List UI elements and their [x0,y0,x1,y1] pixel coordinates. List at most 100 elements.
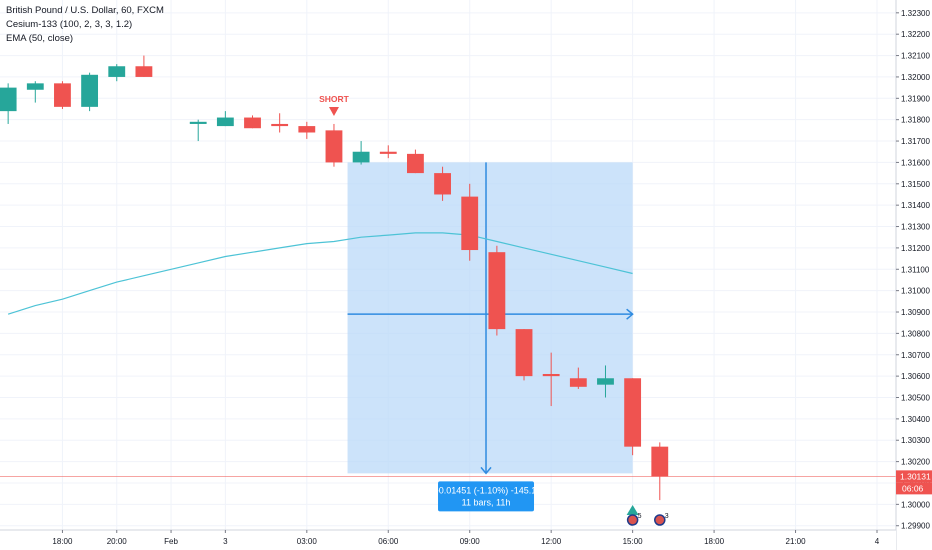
candles [0,55,669,501]
price-tick-label: 1.31500 [901,180,930,189]
event-marker-3[interactable]: 3 [654,513,669,526]
short-arrow-icon [328,106,339,116]
price-tick-label: 1.30900 [901,308,930,317]
time-tick-label: 06:00 [378,537,399,546]
candle [379,145,397,159]
candle [298,121,316,139]
candle [135,55,153,77]
price-tick-label: 1.31300 [901,223,930,232]
candle-body [434,173,451,195]
candle-body [352,151,370,163]
candle [434,166,451,201]
candle-body [189,121,207,124]
price-tick-label: 1.30300 [901,436,930,445]
last-price-badge: 1.30131 06:06 [896,470,932,495]
symbol-title: British Pound / U.S. Dollar, 60, FXCM [6,5,164,16]
price-badge-value: 1.30131 [900,471,931,481]
candle [569,367,587,389]
indicator-ema: EMA (50, close) [6,33,74,44]
price-tick-label: 1.30200 [901,458,930,467]
candle-body [624,378,642,447]
candle [651,442,669,501]
time-tick-label: Feb [164,537,178,546]
measure-label-change: -0.01451 (-1.10%) -145.1 [436,485,537,495]
candle-body [108,66,126,77]
price-tick-label: 1.31600 [901,158,930,167]
time-tick-label: 18:00 [52,537,73,546]
us-flag-icon [654,514,666,526]
candle-body [244,117,261,129]
measure-label-bars: 11 bars, 11h [462,497,511,507]
time-tick-label: 20:00 [107,537,128,546]
price-tick-label: 1.32300 [901,9,930,18]
chart-legend: British Pound / U.S. Dollar, 60, FXCM Ce… [6,4,164,46]
price-tick-label: 1.31800 [901,116,930,125]
candle [216,111,234,127]
candle-body [407,153,424,174]
arrow-right-icon [626,308,634,320]
candle [325,123,343,167]
short-signal: SHORT [319,94,350,116]
price-tick-label: 1.29900 [901,522,930,531]
candle [81,72,99,112]
countdown-box [896,482,932,495]
ema-line [7,232,633,315]
candle-body [271,123,289,127]
candle [54,81,71,109]
candle-body [216,117,234,127]
price-tick-label: 1.32100 [901,52,930,61]
candle-body [461,196,479,251]
price-tick-label: 1.32000 [901,73,930,82]
candle-body [26,83,44,90]
price-axis[interactable]: 1.32300 1.32200 1.32100 1.32000 1.31900 1.318… [895,0,932,550]
event-marker-5[interactable]: 5 [626,505,642,526]
time-tick-label: 12:00 [541,537,562,546]
countdown-value: 06:06 [902,483,924,493]
candle [542,352,560,407]
event-count: 3 [665,513,669,520]
price-tick-label: 1.30500 [901,394,930,403]
candle-body [597,378,614,385]
price-tick-label: 1.30700 [901,351,930,360]
price-tick-label: 1.30400 [901,415,930,424]
candle [26,81,44,103]
candle-body [569,378,587,387]
candle-body [135,66,153,77]
candle-body [488,252,506,330]
candle-body [325,130,343,163]
candle-body [379,151,397,154]
candle [624,378,642,456]
candle [407,149,424,174]
price-tick-label: 1.31900 [901,94,930,103]
price-tick-label: 1.31400 [901,201,930,210]
price-tick-label: 1.30600 [901,372,930,381]
price-tick-label: 1.31000 [901,287,930,296]
event-count: 5 [638,513,642,520]
time-tick-label: 3 [223,537,228,546]
time-axis-bg [0,530,896,550]
economic-events[interactable]: 5 3 [626,505,669,526]
indicator-cesium: Cesium-133 (100, 2, 3, 3, 1.2) [6,19,133,30]
time-tick-label: 09:00 [460,537,481,546]
candle [597,365,614,398]
candle [108,64,126,82]
price-tick-label: 1.30800 [901,329,930,338]
time-tick-label: 4 [875,537,880,546]
measure-label-box [438,481,535,512]
price-tick-label: 1.32200 [901,30,930,39]
time-tick-label: 18:00 [704,537,725,546]
price-axis-bg [896,0,932,550]
candle-body [81,74,99,107]
candle-body [298,126,316,133]
price-tick-label: 1.31100 [901,265,930,274]
arrow-down-icon [480,466,492,475]
time-tick-label: 21:00 [786,537,807,546]
candle [189,119,207,142]
time-axis[interactable]: 18:00 20:00 Feb 3 03:00 06:00 09:00 12:00 15:00 1… [0,529,896,550]
candle [515,329,533,381]
candle [461,183,479,261]
candle-body [651,446,669,477]
time-tick-label: 03:00 [297,537,318,546]
candle [0,83,17,124]
